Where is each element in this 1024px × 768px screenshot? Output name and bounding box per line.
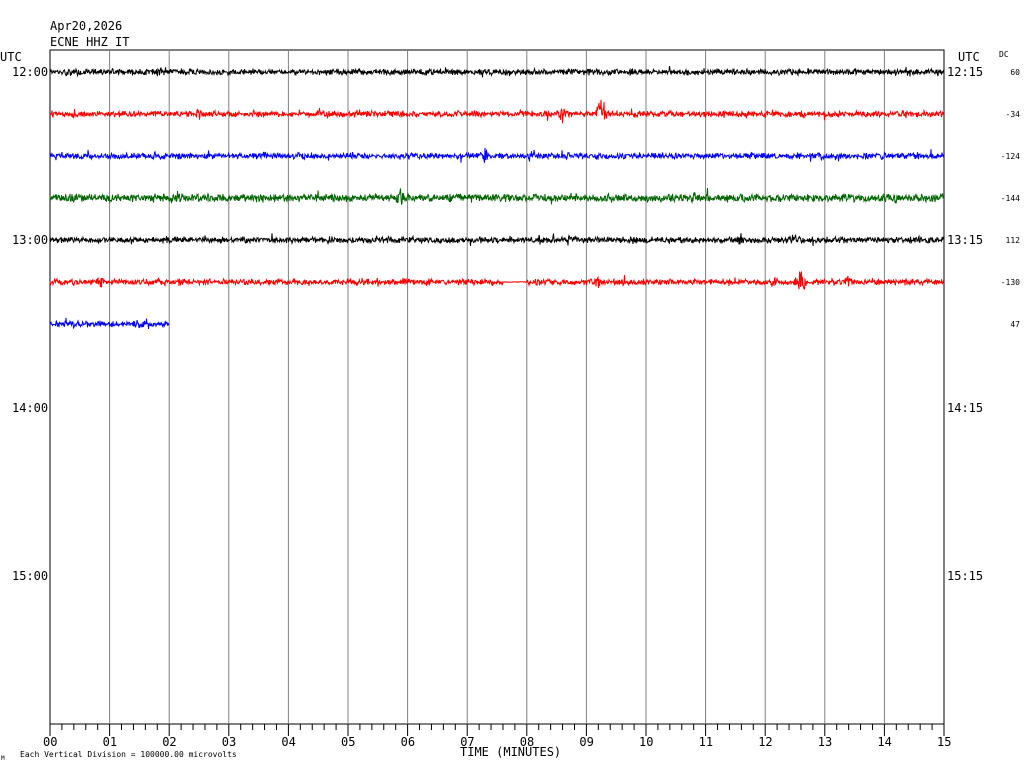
- vertical-division-note: Each Vertical Division = 100000.00 micro…: [20, 750, 237, 759]
- dc-offset-label: -34: [1006, 110, 1021, 119]
- utc-right-label: UTC: [958, 50, 980, 64]
- grid-lines: [109, 50, 885, 724]
- seismic-trace: [49, 99, 945, 124]
- utc-left-label: UTC: [0, 50, 22, 64]
- left-time-label: 13:00: [12, 233, 48, 247]
- corner-mark: M: [1, 755, 5, 762]
- left-time-label: 14:00: [12, 401, 48, 415]
- x-tick-label: 05: [341, 735, 355, 749]
- plot-frame: [49, 49, 945, 725]
- seismic-trace: [49, 317, 170, 329]
- seismic-trace: [49, 271, 945, 290]
- date-label: Apr20,2026: [50, 19, 122, 33]
- x-tick-label: 11: [699, 735, 713, 749]
- dc-offset-label: -130: [1001, 278, 1020, 287]
- x-tick-label: 12: [758, 735, 772, 749]
- left-time-label: 12:00: [12, 65, 48, 79]
- dc-label: DC: [999, 50, 1009, 59]
- right-time-label: 13:15: [947, 233, 983, 247]
- x-tick-label: 08: [520, 735, 534, 749]
- right-time-label: 12:15: [947, 65, 983, 79]
- dc-offset-label: 112: [1006, 236, 1021, 245]
- x-tick-label: 03: [222, 735, 236, 749]
- x-tick-label: 14: [877, 735, 891, 749]
- left-time-label: 15:00: [12, 569, 48, 583]
- seismic-trace: [49, 66, 945, 78]
- dc-offset-label: -144: [1001, 194, 1020, 203]
- station-label: ECNE HHZ IT: [50, 35, 129, 49]
- x-axis-ticks: [49, 724, 945, 736]
- x-axis-title: TIME (MINUTES): [460, 745, 561, 759]
- trace-layer: [49, 66, 945, 329]
- x-tick-label: 02: [162, 735, 176, 749]
- x-tick-label: 10: [639, 735, 653, 749]
- right-time-label: 15:15: [947, 569, 983, 583]
- axis-labels: 00 01 02 03 04 05 06 07 08 09 10 11 12 13 14 15 12:00 13:…: [12, 65, 1020, 749]
- dc-offset-label: -124: [1001, 152, 1020, 161]
- seismic-trace: [49, 233, 945, 246]
- seismic-trace: [49, 187, 945, 206]
- x-tick-label: 04: [281, 735, 295, 749]
- x-tick-label: 15: [937, 735, 951, 749]
- x-tick-label: 09: [579, 735, 593, 749]
- x-tick-label: 06: [401, 735, 415, 749]
- x-tick-label: 00: [43, 735, 57, 749]
- x-tick-label: 07: [460, 735, 474, 749]
- seismic-trace: [49, 147, 944, 163]
- x-tick-label: 13: [818, 735, 832, 749]
- x-tick-label: 01: [103, 735, 117, 749]
- dc-offset-label: 47: [1010, 320, 1020, 329]
- right-time-label: 14:15: [947, 401, 983, 415]
- dc-offset-label: 60: [1010, 68, 1020, 77]
